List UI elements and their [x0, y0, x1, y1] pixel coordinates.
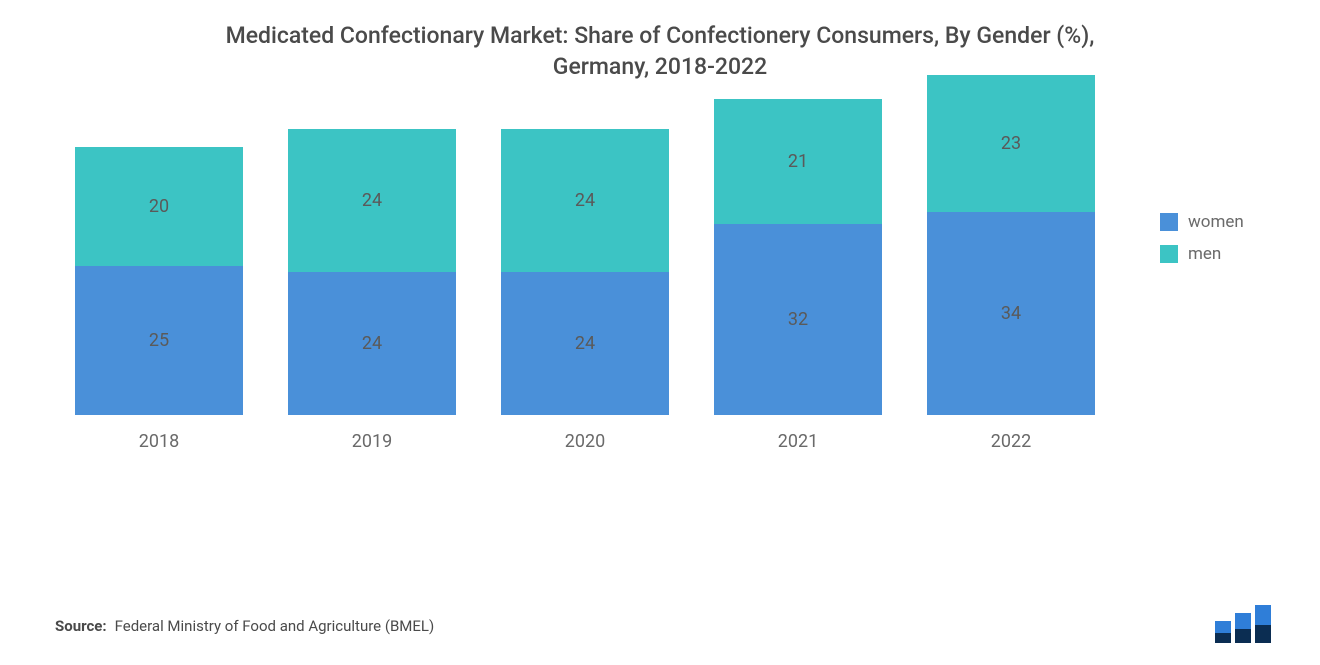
source-label: Source:: [55, 617, 107, 635]
bar-segment-women: 34: [927, 212, 1095, 415]
logo-bar-icon: [1215, 621, 1231, 643]
x-axis-label: 2021: [778, 431, 818, 452]
legend-label: women: [1188, 212, 1244, 232]
x-axis-label: 2022: [991, 431, 1031, 452]
legend-swatch: [1160, 245, 1178, 263]
source-row: Source: Federal Ministry of Food and Agr…: [55, 617, 434, 635]
x-axis-label: 2018: [139, 431, 179, 452]
bar-segment-men: 24: [501, 129, 669, 272]
legend: women men: [1130, 112, 1280, 276]
stacked-bar: 2424: [288, 129, 456, 415]
chart-title: Medicated Confectionary Market: Share of…: [210, 20, 1110, 82]
bar-column: 2025 2018: [75, 147, 243, 452]
legend-item: men: [1160, 244, 1280, 264]
stacked-bar: 2334: [927, 75, 1095, 415]
plot-area: 2025201824242019242420202132202123342022: [55, 112, 1115, 452]
source-text: Federal Ministry of Food and Agriculture…: [115, 617, 435, 635]
stacked-bar: 2132: [714, 99, 882, 415]
x-axis-label: 2019: [352, 431, 392, 452]
chart-row: 2025201824242019242420202132202123342022…: [40, 112, 1280, 452]
stacked-bar: 2025: [75, 147, 243, 415]
brand-logo: [1215, 605, 1275, 643]
bar-segment-women: 32: [714, 224, 882, 415]
legend-label: men: [1188, 244, 1221, 264]
bar-segment-women: 25: [75, 266, 243, 415]
stacked-bar: 2424: [501, 129, 669, 415]
plot-wrap: 2025201824242019242420202132202123342022: [40, 112, 1130, 452]
bar-segment-men: 23: [927, 75, 1095, 212]
bar-segment-women: 24: [501, 272, 669, 415]
legend-swatch: [1160, 213, 1178, 231]
bar-segment-men: 20: [75, 147, 243, 266]
logo-bar-icon: [1255, 605, 1271, 643]
chart-container: Medicated Confectionary Market: Share of…: [0, 0, 1320, 665]
legend-item: women: [1160, 212, 1280, 232]
bar-column: 2424 2020: [501, 129, 669, 452]
logo-bar-icon: [1235, 613, 1251, 643]
bar-column: 2132 2021: [714, 99, 882, 452]
bar-segment-men: 21: [714, 99, 882, 224]
x-axis-label: 2020: [565, 431, 605, 452]
bar-segment-women: 24: [288, 272, 456, 415]
bar-column: 2424 2019: [288, 129, 456, 452]
bar-column: 2334 2022: [927, 75, 1095, 452]
bar-segment-men: 24: [288, 129, 456, 272]
